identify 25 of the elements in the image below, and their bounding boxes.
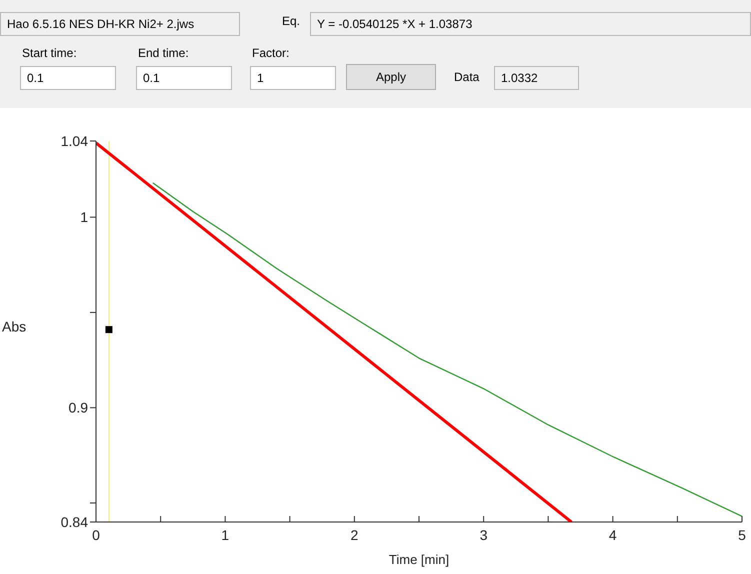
y-tick-label: 0.84 <box>60 514 88 530</box>
y-tick-label: 1 <box>80 209 88 226</box>
text-field: 1 <box>250 66 336 90</box>
x-tick-label: 1 <box>221 526 230 543</box>
x-tick-label: 5 <box>738 526 746 543</box>
text-field: Y = -0.0540125 *X + 1.03873 <box>310 12 751 36</box>
text: Factor: <box>252 46 290 60</box>
x-axis-title: Time [min] <box>388 552 450 567</box>
x-tick-label: 4 <box>608 526 617 543</box>
text: Start time: <box>22 46 78 60</box>
apply-button: Apply <box>346 64 436 90</box>
x-tick-label: 0 <box>92 526 100 543</box>
y-axis-title: Abs <box>2 318 26 334</box>
text: End time: <box>138 46 190 60</box>
x-tick-label: 3 <box>480 526 488 543</box>
text-field: 1.0332 <box>494 66 579 90</box>
text: Eq. <box>282 14 302 28</box>
text-field: 0.1 <box>136 66 232 90</box>
y-tick-label: 0.9 <box>68 400 88 416</box>
y-tick-label: 1.04 <box>60 132 88 149</box>
line-series <box>152 182 742 517</box>
text-field: Hao 6.5.16 NES DH-KR Ni2+ 2.jws <box>0 12 240 36</box>
text: Data <box>454 70 480 84</box>
x-tick-label: 2 <box>350 526 358 543</box>
text-field: 0.1 <box>20 66 116 90</box>
